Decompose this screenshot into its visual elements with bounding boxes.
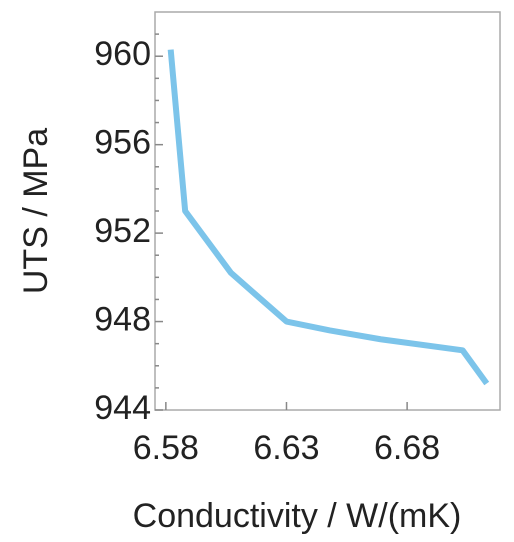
x-tick-label: 6.68	[374, 429, 440, 467]
y-tick-label: 948	[94, 301, 151, 339]
x-tick-label: 6.63	[253, 429, 319, 467]
x-tick-label: 6.58	[133, 429, 199, 467]
y-tick-label: 960	[94, 35, 151, 73]
data-line	[167, 49, 490, 386]
y-tick-label: 956	[94, 124, 151, 162]
y-tick-label: 944	[94, 389, 151, 427]
y-axis-label: UTS / MPa	[17, 128, 55, 294]
x-axis-label: Conductivity / W/(mK)	[133, 497, 462, 535]
y-tick-label: 952	[94, 212, 151, 250]
